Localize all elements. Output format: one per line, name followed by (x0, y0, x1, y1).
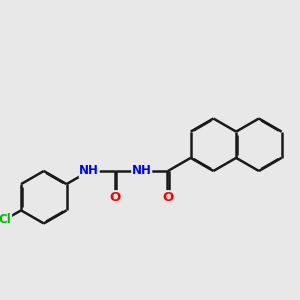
Text: NH: NH (132, 164, 152, 178)
Text: NH: NH (79, 164, 99, 178)
Text: O: O (110, 191, 121, 204)
Text: O: O (162, 191, 174, 204)
Text: Cl: Cl (0, 213, 11, 226)
